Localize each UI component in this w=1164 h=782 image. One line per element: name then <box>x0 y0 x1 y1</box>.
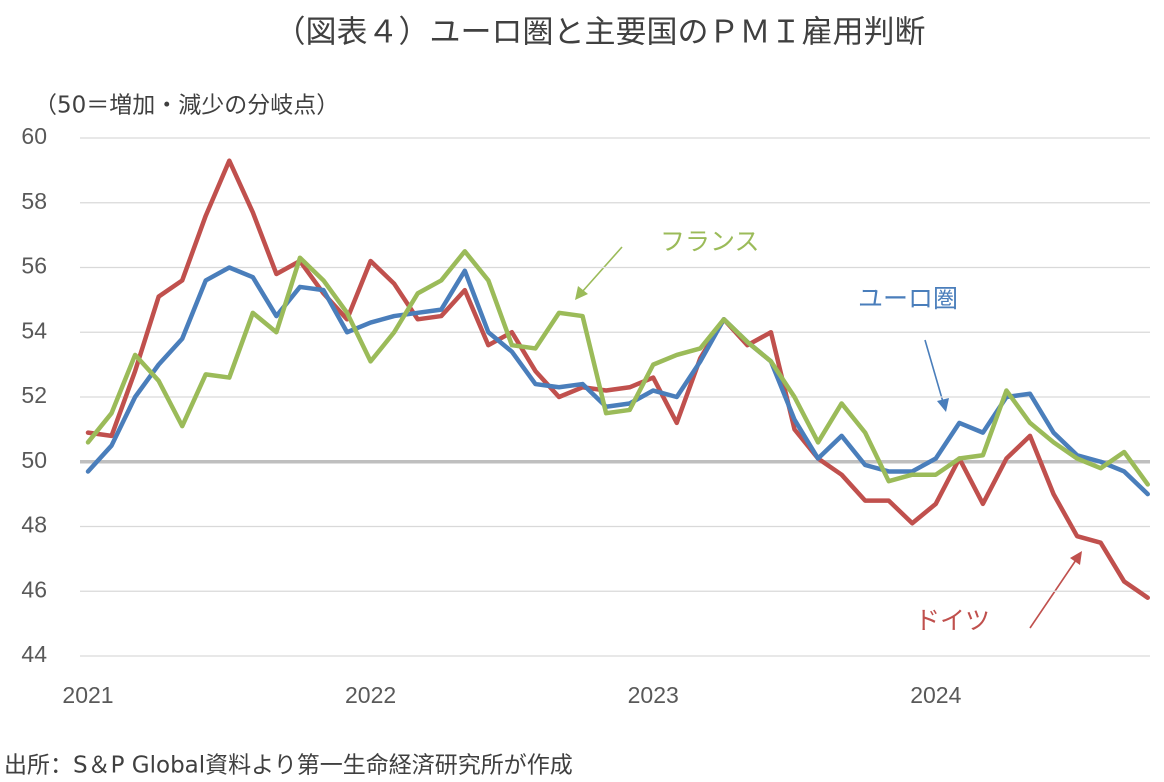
x-tick-label: 2022 <box>345 682 396 708</box>
series-label: フランス <box>660 227 760 256</box>
series-label: ドイツ <box>915 606 990 635</box>
y-tick-label: 58 <box>21 188 47 214</box>
series-label: ユーロ圏 <box>858 284 958 313</box>
series-line <box>85 158 1150 600</box>
x-tick-label: 2023 <box>628 682 679 708</box>
y-tick-label: 44 <box>21 641 47 667</box>
arrow <box>1029 559 1077 629</box>
series-line <box>85 249 1150 487</box>
series-line <box>85 265 1150 497</box>
y-tick-label: 50 <box>21 447 47 473</box>
x-tick-label: 2024 <box>910 682 961 708</box>
x-tick-label: 2021 <box>62 682 113 708</box>
arrow-head <box>937 398 949 412</box>
y-tick-label: 48 <box>21 512 47 538</box>
chart-title: （図表４）ユーロ圏と主要国のＰＭＩ雇用判断 <box>275 15 926 51</box>
annotation-arrows <box>575 246 1082 629</box>
arrow-head <box>1070 551 1082 565</box>
arrow-head <box>575 286 588 300</box>
y-tick-label: 46 <box>21 576 47 602</box>
y-tick-label: 52 <box>21 382 47 408</box>
y-tick-label: 54 <box>21 317 47 343</box>
arrow <box>924 339 944 403</box>
source-note: 出所：S＆P Global資料より第一生命経済研究所が作成 <box>4 753 573 779</box>
arrow <box>581 246 623 293</box>
y-tick-label: 60 <box>21 123 47 149</box>
grid <box>80 137 1150 657</box>
y-tick-label: 56 <box>21 253 47 279</box>
y-axis-label: （50＝増加・減少の分岐点） <box>34 93 339 119</box>
